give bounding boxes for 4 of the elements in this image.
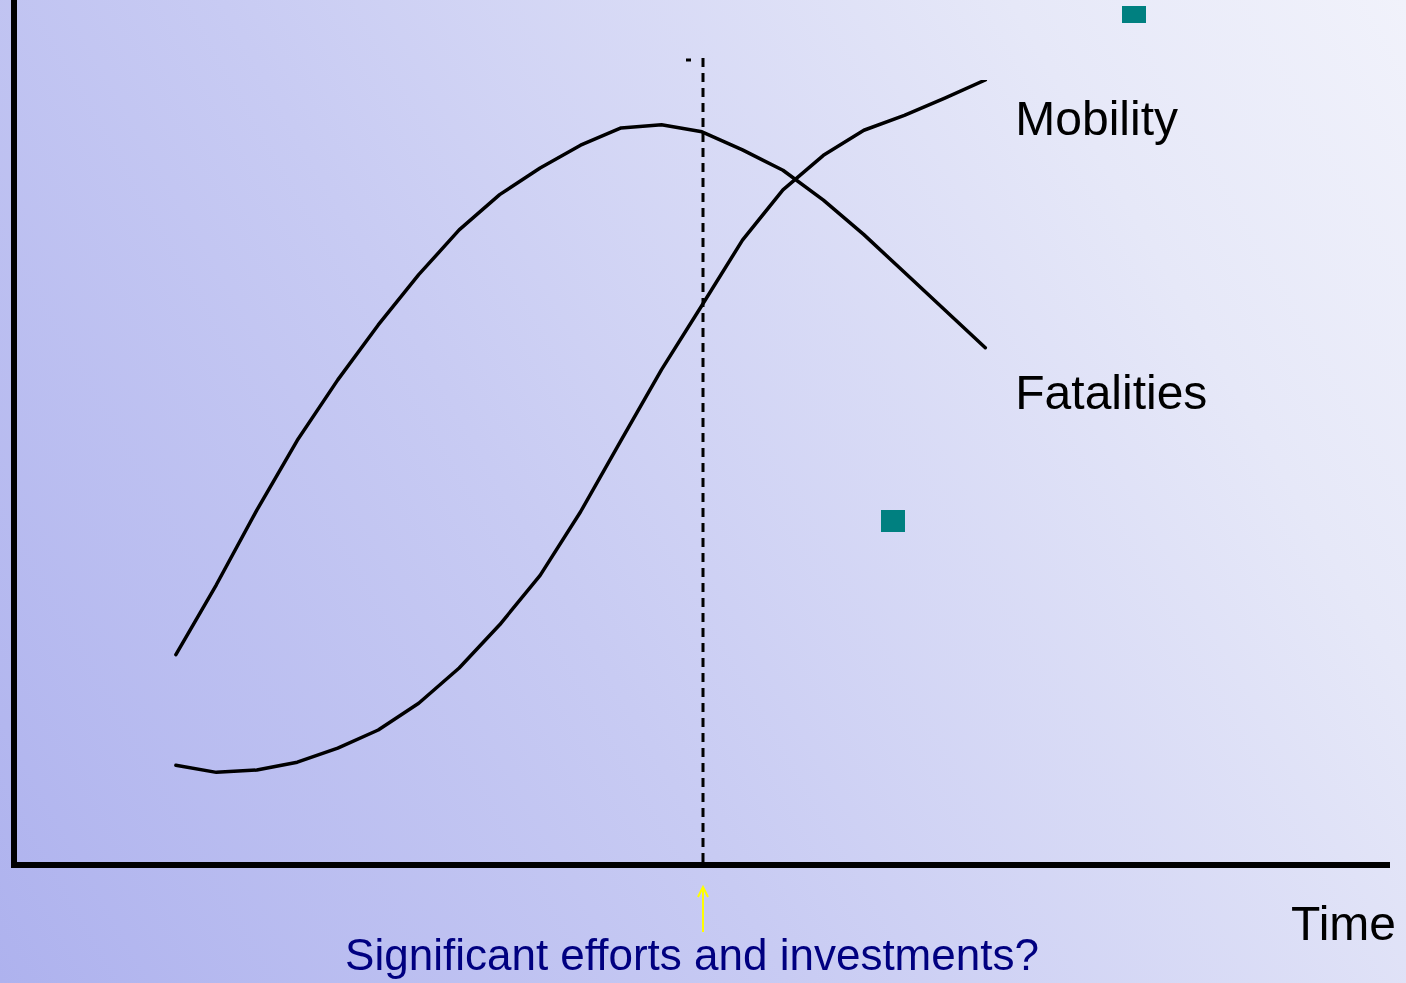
x-axis-title: Time <box>1291 897 1396 950</box>
series-label: Fatalities <box>1015 365 1208 419</box>
text: Significant efforts and investments? <box>345 930 1039 979</box>
series-label: Mobility <box>1015 92 1178 146</box>
